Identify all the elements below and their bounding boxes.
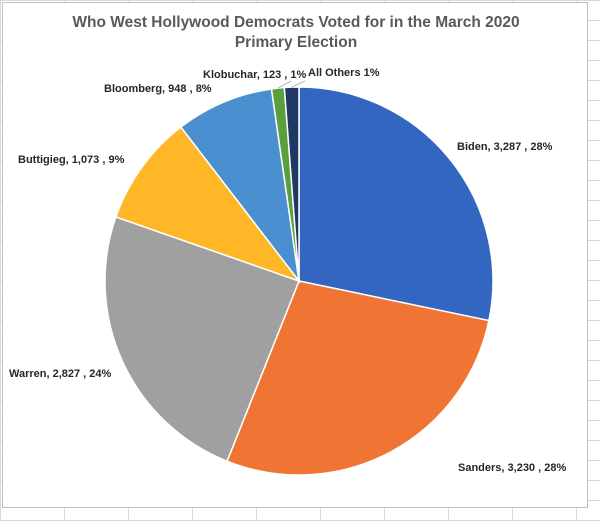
data-label-warren: Warren, 2,827 , 24% bbox=[9, 368, 112, 380]
pie-chart: Biden, 3,287 , 28% Sanders, 3,230 , 28% Wa… bbox=[9, 67, 566, 476]
pie-slice-bloomberg[interactable] bbox=[179, 88, 301, 284]
pie-slice-biden[interactable] bbox=[298, 86, 494, 322]
leader-line-klobuchar bbox=[277, 80, 292, 89]
chart-area[interactable]: Who West Hollywood Democrats Voted for i… bbox=[2, 2, 588, 508]
pie-slice-warren[interactable] bbox=[104, 215, 300, 463]
data-label-buttigieg: Buttigieg, 1,073 , 9% bbox=[18, 154, 125, 166]
chart-title-line-1: Who West Hollywood Democrats Voted for i… bbox=[72, 14, 520, 31]
chart-title-line-2: Primary Election bbox=[234, 34, 358, 51]
data-label-sanders: Sanders, 3,230 , 28% bbox=[458, 462, 566, 474]
chart-title: Who West Hollywood Democrats Voted for i… bbox=[3, 13, 589, 53]
data-label-all-others: All Others 1% bbox=[308, 67, 380, 79]
data-label-biden: Biden, 3,287 , 28% bbox=[457, 141, 553, 153]
leader-line-all-others bbox=[291, 80, 306, 88]
data-label-klobuchar: Klobuchar, 123 , 1% bbox=[203, 69, 307, 81]
pie-slice-sanders[interactable] bbox=[226, 280, 490, 476]
data-label-bloomberg: Bloomberg, 948 , 8% bbox=[104, 83, 212, 95]
pie-slice-buttigieg[interactable] bbox=[114, 126, 302, 283]
